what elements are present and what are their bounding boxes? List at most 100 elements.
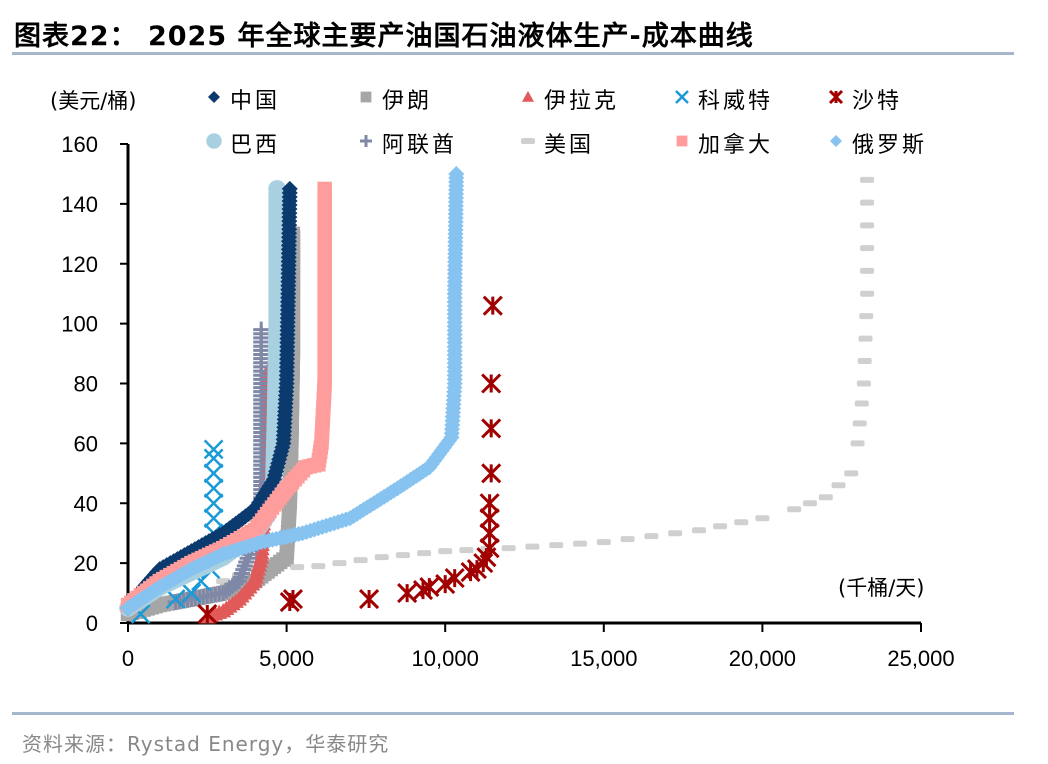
data-point-dash bbox=[787, 506, 802, 513]
y-axis-label: (美元/桶) bbox=[50, 89, 136, 113]
legend-label: 美国 bbox=[544, 133, 594, 158]
data-point-dash bbox=[691, 527, 706, 534]
y-tick-label: 160 bbox=[61, 132, 98, 157]
data-point-diamond bbox=[448, 165, 465, 182]
data-point-asterisk bbox=[397, 583, 418, 604]
legend-label: 沙特 bbox=[852, 89, 902, 114]
data-point-asterisk bbox=[435, 574, 456, 595]
data-point-dash bbox=[216, 578, 231, 585]
legend-item-10: 俄罗斯 bbox=[830, 133, 924, 158]
data-point-square bbox=[360, 91, 372, 103]
data-point-dash bbox=[501, 545, 516, 552]
data-point-dash bbox=[860, 245, 875, 252]
data-point-dash bbox=[668, 530, 683, 537]
data-point-diamond bbox=[208, 91, 220, 103]
data-point-dash bbox=[831, 482, 846, 489]
data-point-square bbox=[317, 181, 332, 197]
data-point-dash bbox=[713, 523, 728, 530]
y-tick-label: 40 bbox=[74, 491, 98, 516]
data-point-x bbox=[203, 448, 224, 469]
legend-item-6: 巴西 bbox=[206, 133, 280, 158]
data-point-asterisk bbox=[197, 603, 218, 625]
x-tick-label: 15,000 bbox=[570, 646, 637, 671]
data-point-dash bbox=[858, 335, 873, 342]
data-point-dash bbox=[311, 563, 326, 570]
data-point-dash bbox=[860, 199, 875, 206]
data-point-x bbox=[181, 583, 202, 603]
series-5 bbox=[197, 295, 503, 625]
data-point-dash bbox=[644, 533, 659, 540]
legend-label: 中国 bbox=[230, 89, 280, 114]
y-tick-label: 100 bbox=[61, 312, 98, 337]
series-1 bbox=[120, 180, 298, 617]
data-point-x bbox=[203, 463, 224, 484]
data-point-dash bbox=[596, 539, 611, 546]
data-point-dash bbox=[395, 552, 410, 559]
legend-item-8: 美国 bbox=[521, 133, 594, 158]
x-tick-label: 5,000 bbox=[259, 646, 314, 671]
data-point-square bbox=[676, 135, 688, 147]
y-tick-label: 60 bbox=[74, 431, 98, 456]
legend-item-7: 阿联酋 bbox=[360, 133, 454, 158]
data-point-asterisk bbox=[479, 493, 500, 514]
y-tick-label: 0 bbox=[86, 611, 98, 636]
data-point-dash bbox=[852, 420, 867, 427]
data-point-asterisk bbox=[444, 568, 465, 589]
data-point-dash bbox=[374, 554, 389, 561]
source-note: 资料来源：Rystad Energy，华泰研究 bbox=[22, 732, 390, 756]
data-point-dash bbox=[353, 557, 368, 564]
data-point-dash bbox=[854, 400, 869, 407]
data-point-circle bbox=[268, 180, 286, 198]
legend-item-5: 沙特 bbox=[828, 89, 902, 114]
data-point-asterisk bbox=[481, 418, 502, 439]
data-point-dash bbox=[521, 138, 535, 144]
legend-item-1: 中国 bbox=[208, 89, 280, 114]
chart-title: 图表22： 2025 年全球主要产油国石油液体生产-成本曲线 bbox=[14, 21, 754, 52]
data-point-dash bbox=[859, 313, 874, 320]
legend-item-9: 加拿大 bbox=[676, 132, 770, 158]
data-point-dash bbox=[734, 519, 749, 526]
data-point-plus bbox=[253, 321, 270, 338]
y-tick-label: 140 bbox=[61, 192, 98, 217]
data-point-dash bbox=[860, 290, 875, 297]
data-point-asterisk bbox=[481, 463, 502, 484]
data-point-dash bbox=[459, 547, 474, 554]
data-point-dash bbox=[856, 380, 871, 387]
legend-label: 伊朗 bbox=[382, 89, 432, 114]
data-point-dash bbox=[755, 515, 770, 522]
data-point-diamond bbox=[830, 135, 842, 147]
legend-item-3: 伊拉克 bbox=[522, 89, 616, 114]
data-point-dash bbox=[860, 222, 875, 229]
title-divider bbox=[12, 52, 1014, 55]
y-tick-label: 20 bbox=[74, 551, 98, 576]
data-point-dash bbox=[850, 440, 865, 447]
data-point-asterisk bbox=[282, 588, 304, 610]
data-point-asterisk bbox=[419, 577, 440, 598]
data-point-dash bbox=[844, 470, 859, 477]
data-point-dash bbox=[549, 542, 564, 549]
data-point-dash bbox=[857, 358, 872, 365]
data-point-dash bbox=[860, 267, 875, 274]
x-tick-label: 20,000 bbox=[729, 646, 796, 671]
legend-label: 巴西 bbox=[230, 133, 280, 158]
data-point-dash bbox=[860, 176, 875, 183]
data-point-asterisk bbox=[482, 295, 503, 316]
data-point-dash bbox=[417, 550, 432, 557]
data-point-x bbox=[675, 90, 689, 104]
y-tick-label: 80 bbox=[74, 372, 98, 397]
data-point-x bbox=[203, 478, 224, 499]
data-point-x bbox=[203, 508, 224, 529]
data-point-diamond bbox=[281, 180, 298, 197]
x-tick-label: 25,000 bbox=[887, 646, 954, 671]
data-point-circle bbox=[206, 133, 222, 149]
data-point-dash bbox=[525, 543, 540, 550]
data-point-dash bbox=[438, 548, 453, 555]
legend-item-2: 伊朗 bbox=[360, 89, 432, 114]
data-point-dash bbox=[332, 560, 347, 567]
data-point-dash bbox=[620, 536, 635, 543]
data-point-dash bbox=[818, 494, 833, 501]
series-10 bbox=[120, 165, 465, 617]
x-tick-label: 10,000 bbox=[412, 646, 479, 671]
x-tick-label: 0 bbox=[122, 646, 134, 671]
